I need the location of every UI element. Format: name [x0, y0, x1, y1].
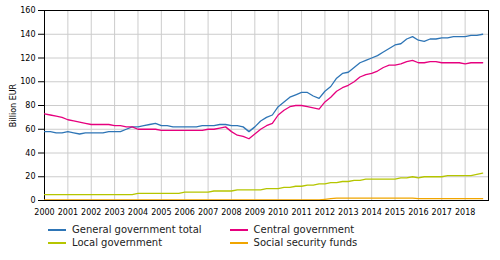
svg-text:20: 20 [25, 172, 35, 181]
svg-text:2011: 2011 [291, 208, 311, 217]
svg-text:2001: 2001 [58, 208, 78, 217]
svg-text:2004: 2004 [128, 208, 148, 217]
html-text:Social security funds: Social security funds [253, 237, 358, 248]
svg-text:2002: 2002 [81, 208, 101, 217]
svg-text:2017: 2017 [432, 208, 452, 217]
svg-text:2003: 2003 [104, 208, 124, 217]
html-text:General government total: General government total [72, 224, 202, 235]
svg-text:2009: 2009 [245, 208, 265, 217]
svg-text:2000: 2000 [34, 208, 54, 217]
svg-text:2006: 2006 [175, 208, 195, 217]
svg-text:2005: 2005 [151, 208, 171, 217]
svg-text:100: 100 [20, 77, 35, 86]
svg-text:2018: 2018 [455, 208, 475, 217]
svg-text:2013: 2013 [338, 208, 358, 217]
svg-text:120: 120 [20, 54, 35, 63]
svg-text:80: 80 [25, 101, 35, 110]
svg-text:2010: 2010 [268, 208, 288, 217]
svg-text:2014: 2014 [361, 208, 381, 217]
svg-text:160: 160 [20, 6, 35, 15]
svg-text:2016: 2016 [408, 208, 428, 217]
html-text:Local government: Local government [72, 237, 163, 248]
svg-text:Billion EUR: Billion EUR [9, 83, 18, 127]
svg-text:60: 60 [25, 125, 35, 134]
svg-text:2015: 2015 [385, 208, 405, 217]
svg-text:140: 140 [20, 30, 35, 39]
svg-text:2012: 2012 [315, 208, 335, 217]
svg-text:2008: 2008 [221, 208, 241, 217]
svg-text:40: 40 [25, 149, 35, 158]
html-text:Central government: Central government [253, 224, 355, 235]
svg-text:2007: 2007 [198, 208, 218, 217]
svg-text:0: 0 [30, 196, 35, 205]
